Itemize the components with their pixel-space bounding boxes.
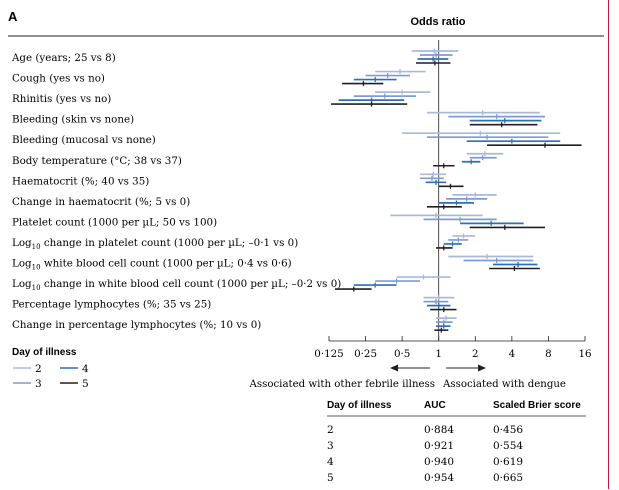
table-header-day: Day of illness bbox=[327, 400, 392, 411]
row-label: Bleeding (skin vs none) bbox=[12, 114, 134, 126]
right-arrow-head bbox=[478, 364, 486, 372]
table-cell: 0·940 bbox=[424, 456, 454, 468]
table-cell: 5 bbox=[327, 472, 334, 484]
x-tick-label: 0·125 bbox=[314, 348, 343, 360]
x-tick-label: 4 bbox=[509, 348, 516, 360]
table-cell: 0·554 bbox=[493, 440, 523, 452]
row-label-subscript: 10 bbox=[32, 243, 41, 251]
legend-label-day-5: 5 bbox=[82, 378, 89, 390]
row-label: Body temperature (°C; 38 vs 37) bbox=[12, 155, 182, 167]
row-label: Cough (yes vs no) bbox=[12, 73, 105, 85]
row-label-rest: change in white blood cell count (1000 p… bbox=[41, 278, 342, 290]
table-cell: 0·619 bbox=[493, 456, 523, 468]
table-cell: 0·884 bbox=[424, 424, 454, 436]
table-cell: 2 bbox=[327, 424, 334, 436]
legend-title: Day of illness bbox=[12, 347, 77, 358]
table-cell: 4 bbox=[327, 456, 334, 468]
estimate-series bbox=[331, 48, 582, 333]
legend: Day of illness 2 3 4 5 bbox=[12, 347, 89, 390]
x-tick-label: 0·5 bbox=[394, 348, 410, 360]
row-label: Log10 white blood cell count (1000 per µ… bbox=[12, 258, 292, 272]
row-label: Platelet count (1000 per µL; 50 vs 100) bbox=[12, 216, 217, 228]
row-label: Change in haematocrit (%; 5 vs 0) bbox=[12, 196, 190, 208]
row-label: Log10 change in white blood cell count (… bbox=[12, 278, 341, 292]
table-cell: 3 bbox=[327, 440, 334, 452]
chart-title: Odds ratio bbox=[410, 16, 465, 28]
x-axis-ticks: 0·125 0·25 0·5 1 2 4 8 16 bbox=[314, 336, 592, 360]
left-arrow-head bbox=[390, 364, 398, 372]
row-label: Age (years; 25 vs 8) bbox=[11, 52, 116, 64]
right-direction-label: Associated with dengue bbox=[442, 379, 566, 390]
row-label-subscript: 10 bbox=[32, 264, 41, 272]
row-label: Log10 change in platelet count (1000 per… bbox=[12, 237, 298, 251]
left-direction-label: Associated with other febrile illness bbox=[249, 379, 435, 390]
direction-arrows: Associated with other febrile illness As… bbox=[249, 364, 566, 390]
row-label-prefix: Log bbox=[12, 237, 32, 249]
row-label-prefix: Log bbox=[12, 278, 32, 290]
row-label-rest: white blood cell count (1000 per µL; 0·4… bbox=[41, 258, 292, 270]
table-cell: 0·921 bbox=[424, 440, 454, 452]
panel-label: A bbox=[8, 9, 18, 24]
x-tick-label: 1 bbox=[435, 348, 442, 360]
x-tick-label: 2 bbox=[472, 348, 479, 360]
legend-label-day-3: 3 bbox=[35, 378, 42, 390]
performance-table: Day of illness AUC Scaled Brier score 2 … bbox=[327, 400, 586, 484]
row-label-prefix: Log bbox=[12, 258, 32, 270]
row-label: Percentage lymphocytes (%; 35 vs 25) bbox=[12, 299, 211, 311]
x-tick-label: 16 bbox=[578, 348, 591, 360]
legend-label-day-2: 2 bbox=[35, 363, 42, 375]
legend-label-day-4: 4 bbox=[82, 363, 89, 375]
row-label-subscript: 10 bbox=[32, 284, 41, 292]
row-labels: Age (years; 25 vs 8) Cough (yes vs no) Rhi… bbox=[11, 52, 341, 331]
table-cell: 0·954 bbox=[424, 472, 454, 484]
row-label-rest: change in platelet count (1000 per µL; –… bbox=[41, 237, 299, 249]
x-tick-label: 8 bbox=[545, 348, 552, 360]
table-cell: 0·456 bbox=[493, 424, 523, 436]
row-label: Change in percentage lymphocytes (%; 10 … bbox=[12, 319, 261, 331]
row-label: Rhinitis (yes vs no) bbox=[12, 93, 111, 105]
x-tick-label: 0·25 bbox=[354, 348, 377, 360]
table-header-brier: Scaled Brier score bbox=[493, 400, 581, 411]
table-cell: 0·665 bbox=[493, 472, 523, 484]
table-header-auc: AUC bbox=[424, 400, 446, 411]
plot-area: 0·125 0·25 0·5 1 2 4 8 16 bbox=[314, 40, 592, 360]
row-label: Haematocrit (%; 40 vs 35) bbox=[12, 175, 149, 187]
row-label: Bleeding (mucosal vs none) bbox=[12, 134, 156, 146]
